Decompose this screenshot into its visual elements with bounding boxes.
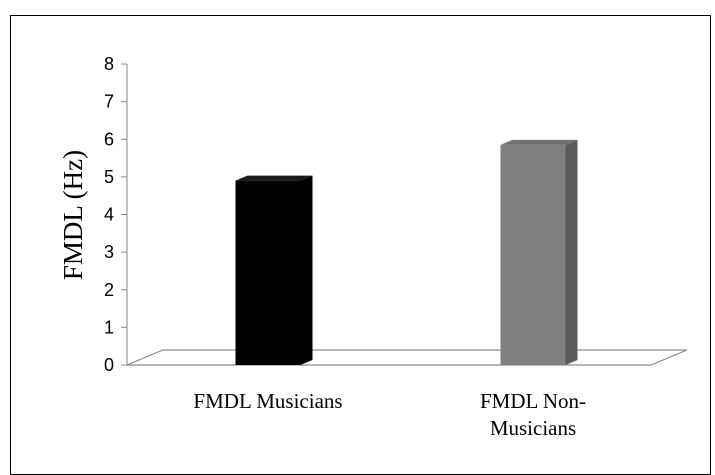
bar-front xyxy=(235,180,301,365)
x-category-label: FMDL Non- xyxy=(480,389,586,413)
y-tick-label: 4 xyxy=(104,205,114,225)
y-axis: 0 1 2 3 4 5 6 7 8 xyxy=(104,54,128,375)
bar-2 xyxy=(500,139,578,365)
y-tick-label: 8 xyxy=(104,54,114,74)
y-tick-label: 1 xyxy=(104,317,114,337)
y-tick-label: 7 xyxy=(104,92,114,112)
y-tick-label: 3 xyxy=(104,242,114,262)
category-labels: FMDL Musicians FMDL Non- Musicians xyxy=(193,389,586,440)
x-category-label: Musicians xyxy=(490,416,576,440)
bar-chart: 0 1 2 3 4 5 6 7 8 FMDL Musicians FMDL Non- Musicia… xyxy=(58,54,688,440)
y-axis-label: FMDL (Hz) xyxy=(58,150,88,280)
y-tick-label: 5 xyxy=(104,167,114,187)
y-tick-label: 0 xyxy=(104,355,114,375)
bar-side xyxy=(565,139,578,365)
x-category-label: FMDL Musicians xyxy=(193,389,342,413)
chart-floor xyxy=(126,349,688,366)
y-tick-label: 2 xyxy=(104,280,114,300)
bar-front xyxy=(500,144,566,365)
bar-1 xyxy=(235,175,313,365)
bar-top xyxy=(235,175,313,181)
bar-top xyxy=(500,139,578,145)
bar-side xyxy=(300,175,313,365)
bars xyxy=(235,139,578,365)
floor-plane xyxy=(126,349,688,366)
y-tick-label: 6 xyxy=(104,129,114,149)
y-ticks: 0 1 2 3 4 5 6 7 8 xyxy=(104,54,127,375)
